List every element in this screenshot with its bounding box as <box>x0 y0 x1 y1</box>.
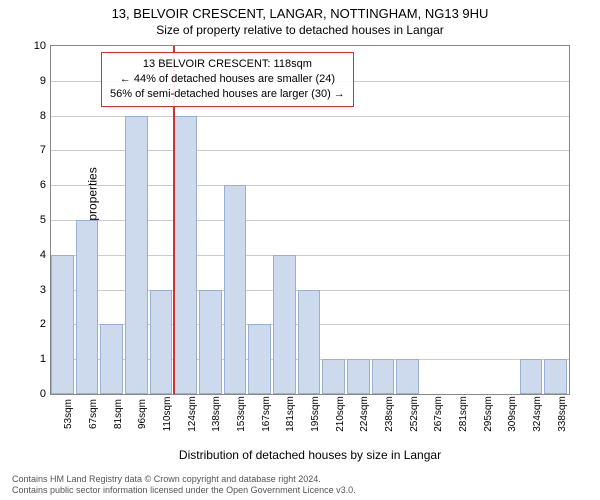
x-tick-label: 124sqm <box>187 396 198 432</box>
x-tick-label: 252sqm <box>409 396 420 432</box>
y-tick-label: 1 <box>40 353 51 365</box>
bar <box>224 185 247 394</box>
y-tick-label: 6 <box>40 179 51 191</box>
bar <box>125 116 148 394</box>
x-tick-label: 238sqm <box>384 396 395 432</box>
bar <box>199 290 222 394</box>
x-tick-label: 295sqm <box>483 396 494 432</box>
bar <box>544 359 567 394</box>
footer-line: Contains public sector information licen… <box>12 485 588 496</box>
y-tick-label: 5 <box>40 214 51 226</box>
chart-title: 13, BELVOIR CRESCENT, LANGAR, NOTTINGHAM… <box>0 0 600 21</box>
y-tick-label: 3 <box>40 284 51 296</box>
info-line: 13 BELVOIR CRESCENT: 118sqm <box>110 57 345 72</box>
bar <box>248 324 271 394</box>
plot-area: 01234567891053sqm67sqm81sqm96sqm110sqm12… <box>50 45 570 395</box>
x-tick-label: 110sqm <box>162 397 173 432</box>
x-tick-label: 181sqm <box>285 396 296 432</box>
y-tick-label: 8 <box>40 110 51 122</box>
x-tick-label: 309sqm <box>507 396 518 432</box>
bar <box>150 290 173 394</box>
x-tick-label: 195sqm <box>310 396 321 432</box>
x-tick-label: 53sqm <box>63 399 74 429</box>
bar <box>372 359 395 394</box>
y-tick-label: 7 <box>40 144 51 156</box>
y-tick-label: 9 <box>40 75 51 87</box>
bar <box>100 324 123 394</box>
bar <box>396 359 419 394</box>
x-axis-label: Distribution of detached houses by size … <box>50 448 570 462</box>
info-line: ← 44% of detached houses are smaller (24… <box>110 72 345 87</box>
x-tick-label: 324sqm <box>532 396 543 432</box>
y-tick-label: 0 <box>40 388 51 400</box>
chart-container: 13, BELVOIR CRESCENT, LANGAR, NOTTINGHAM… <box>0 0 600 500</box>
bar <box>347 359 370 394</box>
info-line: 56% of semi-detached houses are larger (… <box>110 87 345 102</box>
x-tick-label: 96sqm <box>137 399 148 429</box>
x-tick-label: 167sqm <box>261 396 272 432</box>
bar <box>322 359 345 394</box>
bar <box>51 255 74 394</box>
subject-info-box: 13 BELVOIR CRESCENT: 118sqm← 44% of deta… <box>101 52 354 107</box>
footer-line: Contains HM Land Registry data © Crown c… <box>12 474 588 485</box>
y-tick-label: 2 <box>40 318 51 330</box>
bar <box>273 255 296 394</box>
bar <box>520 359 543 394</box>
bar <box>174 116 197 394</box>
y-tick-label: 4 <box>40 249 51 261</box>
x-tick-label: 81sqm <box>113 399 124 429</box>
bar <box>76 220 99 394</box>
x-tick-label: 138sqm <box>211 396 222 432</box>
x-tick-label: 224sqm <box>359 396 370 432</box>
bar <box>298 290 321 394</box>
x-tick-label: 210sqm <box>335 396 346 432</box>
y-tick-label: 10 <box>34 40 51 52</box>
attribution-footer: Contains HM Land Registry data © Crown c… <box>12 474 588 496</box>
x-tick-label: 67sqm <box>88 399 99 429</box>
x-tick-label: 281sqm <box>458 396 469 432</box>
x-tick-label: 338sqm <box>557 396 568 432</box>
x-tick-label: 267sqm <box>433 396 444 432</box>
x-tick-label: 153sqm <box>236 396 247 432</box>
chart-subtitle: Size of property relative to detached ho… <box>0 21 600 37</box>
